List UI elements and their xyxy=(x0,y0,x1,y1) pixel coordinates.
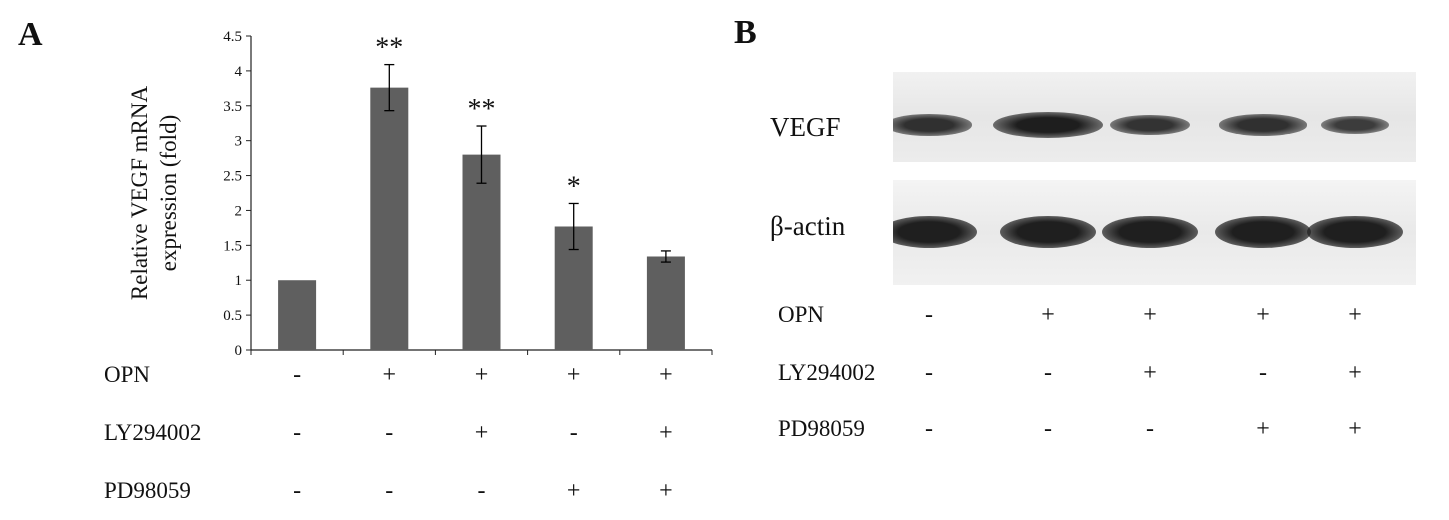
blot-treatment-symbol: + xyxy=(1143,302,1157,328)
blot-treatment-symbol: + xyxy=(1348,302,1362,328)
treatment-label-opn: OPN xyxy=(104,362,151,387)
vegf-band-5 xyxy=(1320,116,1390,134)
treatment-symbol: + xyxy=(474,362,489,388)
blot-treatment-symbol: + xyxy=(1348,416,1362,442)
treatment-symbol: - xyxy=(293,478,302,504)
actin-band-4 xyxy=(1215,216,1311,248)
y-tick-label: 4 xyxy=(235,64,243,80)
panel-a-letter: A xyxy=(18,16,43,53)
vegf-band-1 xyxy=(893,114,972,136)
significance-marker-4: * xyxy=(567,171,581,202)
actin-band-3 xyxy=(1102,216,1198,248)
blot-treatment-label-pd98059: PD98059 xyxy=(778,416,865,441)
vegf-band-4 xyxy=(1218,114,1308,136)
y-tick-label: 1 xyxy=(235,273,243,289)
blot-treatment-symbol: + xyxy=(1256,302,1270,328)
y-tick-label: 3.5 xyxy=(223,99,242,115)
actin-band-2 xyxy=(1000,216,1096,248)
treatment-symbol: - xyxy=(385,420,394,446)
blot-treatment-symbol: - xyxy=(1259,360,1267,386)
blot-treatment-symbol: + xyxy=(1256,416,1270,442)
treatment-symbol: + xyxy=(474,420,489,446)
treatment-symbol: - xyxy=(293,362,302,388)
vegf-blot-label: VEGF xyxy=(770,112,841,142)
actin-band-1 xyxy=(893,216,977,248)
blot-treatment-symbol: - xyxy=(1146,416,1154,442)
blot-treatment-symbol: + xyxy=(1348,360,1362,386)
blot-treatment-symbol: - xyxy=(925,416,933,442)
blot-treatment-symbol: - xyxy=(1044,416,1052,442)
blot-treatment-symbol: + xyxy=(1143,360,1157,386)
treatment-symbol: + xyxy=(382,362,397,388)
bar-3 xyxy=(462,154,501,350)
y-tick-label: 2 xyxy=(235,203,243,219)
treatment-symbol: - xyxy=(477,478,486,504)
vegf-blot xyxy=(893,72,1416,162)
y-tick-label: 4.5 xyxy=(223,29,242,45)
treatment-symbol: - xyxy=(569,420,578,446)
blot-treatment-symbol: - xyxy=(1044,360,1052,386)
y-axis-label-line1: Relative VEGF mRNA xyxy=(127,85,152,300)
y-tick-label: 3 xyxy=(235,134,243,150)
blot-treatment-label-opn: OPN xyxy=(778,302,825,327)
blot-treatment-symbol: - xyxy=(925,302,933,328)
actin-band-5 xyxy=(1307,216,1403,248)
blot-treatment-symbol: - xyxy=(925,360,933,386)
treatment-symbol: + xyxy=(659,420,673,446)
bar-1 xyxy=(278,280,317,350)
treatment-symbol: + xyxy=(566,362,581,388)
actin-blot-label: β-actin xyxy=(770,211,846,241)
blot-treatment-label-ly294002: LY294002 xyxy=(778,360,876,385)
y-axis-label-line2: expression (fold) xyxy=(156,115,181,272)
treatment-label-pd98059: PD98059 xyxy=(104,478,191,503)
bar-2 xyxy=(370,87,409,350)
significance-marker-2: ** xyxy=(375,33,403,64)
treatment-symbol: + xyxy=(659,478,673,504)
y-tick-label: 2.5 xyxy=(223,169,242,185)
blot-treatment-symbol: + xyxy=(1041,302,1055,328)
vegf-band-3 xyxy=(1109,114,1191,136)
treatment-symbol: - xyxy=(293,420,302,446)
significance-marker-3: ** xyxy=(468,94,496,125)
treatment-symbol: + xyxy=(659,362,673,388)
bar-5 xyxy=(646,256,685,350)
treatment-label-ly294002: LY294002 xyxy=(104,420,202,445)
vegf-band-2 xyxy=(993,112,1103,138)
y-tick-label: 1.5 xyxy=(223,238,242,254)
actin-blot xyxy=(893,180,1416,285)
treatment-symbol: - xyxy=(385,478,394,504)
treatment-symbol: + xyxy=(566,478,581,504)
y-tick-label: 0.5 xyxy=(223,308,242,324)
panel-b-letter: B xyxy=(734,14,757,51)
y-tick-label: 0 xyxy=(235,343,243,359)
